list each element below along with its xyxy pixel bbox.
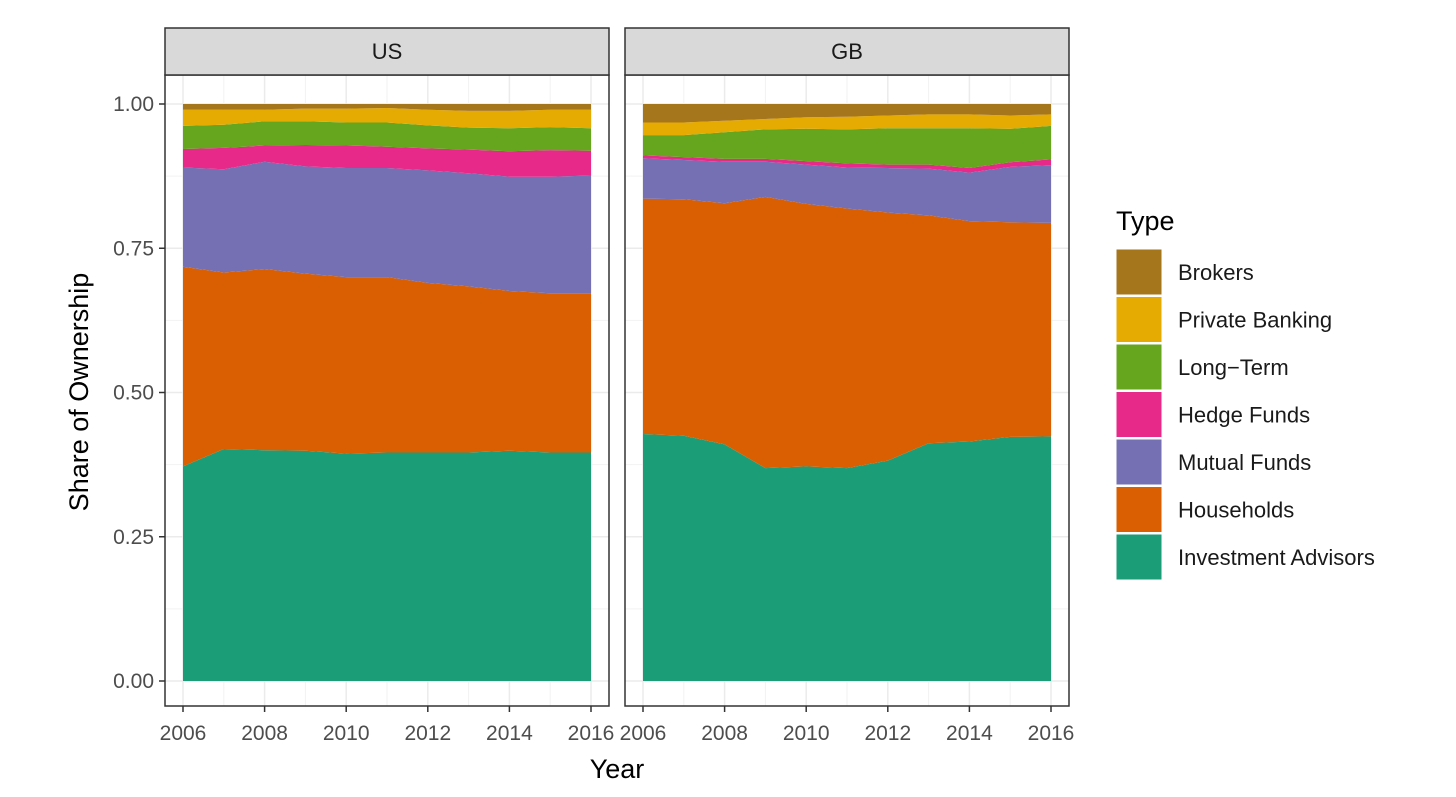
y-tick-label: 0.25 bbox=[113, 526, 154, 549]
legend-item-hedge-funds: Hedge Funds bbox=[1115, 391, 1310, 438]
legend-item-households: Households bbox=[1115, 486, 1294, 533]
x-tick-label: 2006 bbox=[620, 722, 667, 745]
strip-label: US bbox=[372, 39, 403, 64]
area-private-banking bbox=[183, 108, 591, 129]
area-long-term bbox=[643, 125, 1051, 169]
legend-key bbox=[1115, 343, 1163, 391]
legend-item-private-banking: Private Banking bbox=[1115, 296, 1332, 343]
area-mutual-funds bbox=[643, 158, 1051, 223]
area-investment-advisors bbox=[183, 449, 591, 681]
x-tick-label: 2012 bbox=[404, 722, 451, 745]
legend-label: Brokers bbox=[1178, 260, 1254, 285]
legend-label: Investment Advisors bbox=[1178, 545, 1375, 570]
y-tick-label: 1.00 bbox=[113, 93, 154, 116]
area-brokers bbox=[183, 104, 591, 111]
legend-label: Private Banking bbox=[1178, 308, 1332, 333]
x-tick-label: 2016 bbox=[568, 722, 615, 745]
legend-label: Mutual Funds bbox=[1178, 450, 1311, 475]
panel-gb: GB 2006 2008 2010 2012 2014 2016 bbox=[620, 27, 1075, 745]
legend-item-investment-advisors: Investment Advisors bbox=[1115, 533, 1375, 581]
panels: US 2006 2008 2010 2012 2014 2016 GB 2006 2008 2010… bbox=[160, 27, 1075, 745]
area-investment-advisors bbox=[643, 434, 1051, 681]
panel-us: US 2006 2008 2010 2012 2014 2016 bbox=[160, 27, 615, 745]
area-households bbox=[183, 266, 591, 467]
legend-label: Hedge Funds bbox=[1178, 403, 1310, 428]
strip-background bbox=[624, 27, 1070, 76]
legend-key bbox=[1115, 533, 1163, 581]
area-brokers bbox=[643, 104, 1051, 123]
area-private-banking bbox=[643, 114, 1051, 136]
strip-background bbox=[164, 27, 610, 76]
legend-title: Type bbox=[1116, 206, 1175, 236]
y-tick-label: 0.75 bbox=[113, 237, 154, 260]
x-tick-label: 2008 bbox=[241, 722, 288, 745]
legend-item-long-term: Long−Term bbox=[1115, 343, 1289, 391]
x-tick-label: 2014 bbox=[486, 722, 533, 745]
y-tick-label: 0.00 bbox=[113, 670, 154, 693]
x-tick-label: 2014 bbox=[946, 722, 993, 745]
x-tick-label: 2006 bbox=[160, 722, 207, 745]
y-axis-title: Share of Ownership bbox=[64, 273, 94, 512]
y-axis: 0.00 0.25 0.50 0.75 1.00 bbox=[113, 93, 165, 693]
legend-item-mutual-funds: Mutual Funds bbox=[1115, 438, 1311, 486]
x-tick-label: 2010 bbox=[323, 722, 370, 745]
x-tick-label: 2008 bbox=[701, 722, 748, 745]
legend-item-brokers: Brokers bbox=[1115, 248, 1254, 296]
y-tick-label: 0.50 bbox=[113, 382, 154, 405]
legend-key bbox=[1115, 296, 1163, 343]
area-mutual-funds bbox=[183, 161, 591, 294]
legend: Type Brokers Private Banking Long−Term Hedg… bbox=[1115, 206, 1375, 581]
area-hedge-funds bbox=[643, 155, 1051, 173]
x-axis: 2006 2008 2010 2012 2014 2016 bbox=[620, 706, 1075, 745]
legend-label: Long−Term bbox=[1178, 355, 1289, 380]
x-axis-title: Year bbox=[590, 754, 645, 784]
x-tick-label: 2012 bbox=[864, 722, 911, 745]
area-long-term bbox=[183, 121, 591, 152]
area-households bbox=[643, 196, 1051, 469]
x-axis: 2006 2008 2010 2012 2014 2016 bbox=[160, 706, 615, 745]
legend-key bbox=[1115, 486, 1163, 533]
x-tick-label: 2010 bbox=[783, 722, 830, 745]
areas bbox=[183, 104, 591, 681]
areas bbox=[643, 104, 1051, 681]
legend-key bbox=[1115, 248, 1163, 296]
area-hedge-funds bbox=[183, 144, 591, 177]
legend-label: Households bbox=[1178, 498, 1294, 523]
legend-key bbox=[1115, 438, 1163, 486]
legend-key bbox=[1115, 391, 1163, 438]
x-tick-label: 2016 bbox=[1028, 722, 1075, 745]
strip-label: GB bbox=[831, 39, 863, 64]
